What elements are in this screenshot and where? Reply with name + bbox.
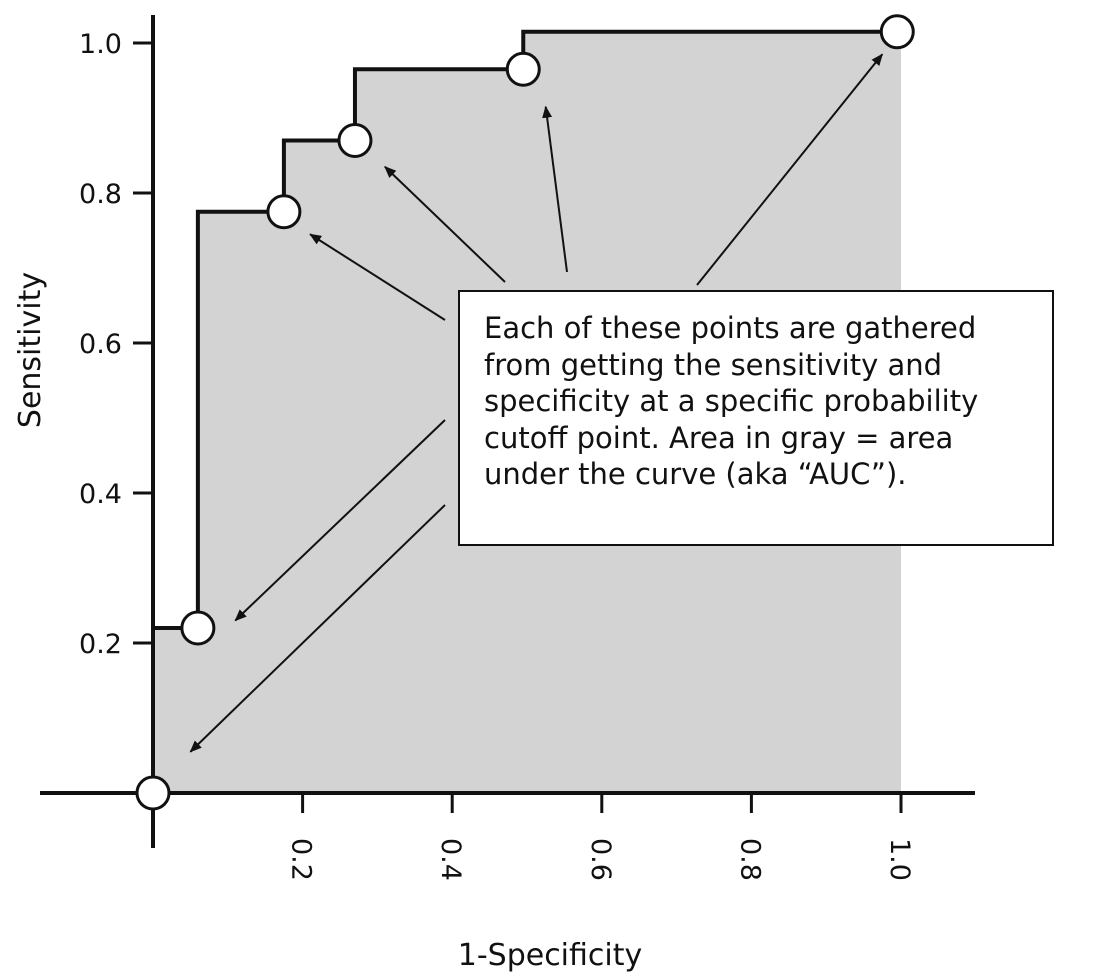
x-tick-label: 0.2 bbox=[286, 838, 317, 881]
y-axis-title: Sensitivity bbox=[13, 272, 48, 428]
annotation-callout: Each of these points are gathered from g… bbox=[458, 290, 1054, 546]
roc-point bbox=[266, 194, 302, 230]
roc-points bbox=[135, 14, 915, 811]
annotation-arrow bbox=[696, 53, 884, 286]
roc-point bbox=[505, 51, 541, 87]
roc-point bbox=[180, 610, 216, 646]
y-axis bbox=[133, 15, 155, 848]
x-tick-label: 0.8 bbox=[734, 838, 765, 881]
roc-point bbox=[135, 775, 171, 811]
roc-point bbox=[337, 123, 373, 158]
x-tick-label: 0.6 bbox=[585, 838, 616, 881]
annotation-line-5: under the curve (aka “AUC”). bbox=[484, 457, 907, 492]
annotation-arrow bbox=[309, 233, 446, 321]
x-tick-labels: 0.2 0.4 0.6 0.8 1.0 bbox=[286, 838, 915, 881]
annotation-line-2: from getting the sensitivity and bbox=[484, 347, 943, 382]
annotation-arrow bbox=[234, 419, 446, 622]
x-axis-title: 1-Specificity bbox=[458, 938, 643, 973]
y-tick-label: 0.2 bbox=[79, 629, 122, 660]
annotation-line-4: cutoff point. Area in gray = area bbox=[484, 420, 954, 455]
x-tick-label: 0.4 bbox=[435, 838, 466, 881]
annotation-line-3: specificity at a specific probability bbox=[484, 384, 979, 419]
y-tick-label: 1.0 bbox=[79, 29, 122, 60]
y-tick-label: 0.4 bbox=[79, 479, 122, 510]
y-tick-label: 0.6 bbox=[79, 329, 122, 360]
annotation-arrow bbox=[189, 504, 446, 753]
annotation-arrow bbox=[384, 166, 506, 283]
annotation-arrows bbox=[189, 53, 884, 753]
annotation-arrow bbox=[542, 105, 568, 273]
annotation-line-1: Each of these points are gathered bbox=[484, 311, 977, 345]
y-tick-labels: 0.2 0.4 0.6 0.8 1.0 bbox=[79, 29, 122, 660]
x-tick-label: 1.0 bbox=[884, 838, 915, 881]
roc-point bbox=[879, 14, 915, 50]
x-axis bbox=[40, 791, 975, 813]
y-tick-label: 0.8 bbox=[79, 179, 122, 210]
